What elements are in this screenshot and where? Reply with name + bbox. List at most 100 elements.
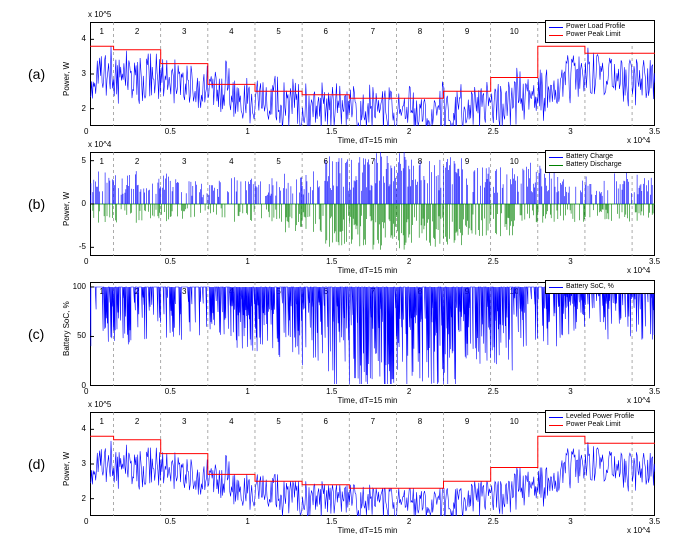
- xtick-a: 0: [84, 127, 88, 136]
- y-exp-d: x 10^5: [88, 400, 111, 409]
- xlabel-c: Time, dT=15 min: [338, 396, 398, 405]
- svg-text:2: 2: [135, 417, 140, 426]
- xtick-a: 3: [568, 127, 572, 136]
- xtick-a: 2.5: [488, 127, 499, 136]
- xtick-b: 2: [407, 257, 411, 266]
- xtick-c: 0: [84, 387, 88, 396]
- xtick-d: 0.5: [165, 517, 176, 526]
- xtick-a: 2: [407, 127, 411, 136]
- xtick-d: 3: [568, 517, 572, 526]
- xtick-b: 2.5: [488, 257, 499, 266]
- ytick-a: 4: [66, 34, 86, 43]
- legend-d: Leveled Power ProfilePower Peak Limit: [545, 410, 655, 433]
- ytick-c: 0: [66, 381, 86, 390]
- ylabel-a: Power, W: [62, 62, 71, 96]
- svg-text:6: 6: [323, 27, 328, 36]
- legend-item: Power Peak Limit: [549, 31, 651, 39]
- xtick-b: 0: [84, 257, 88, 266]
- legend-item: Battery Discharge: [549, 161, 651, 169]
- y-exp-a: x 10^5: [88, 10, 111, 19]
- xtick-c: 0.5: [165, 387, 176, 396]
- svg-text:10: 10: [510, 417, 519, 426]
- legend-text: Power Load Profile: [566, 23, 625, 31]
- legend-text: Battery Charge: [566, 153, 613, 161]
- xtick-d: 2: [407, 517, 411, 526]
- legend-text: Power Peak Limit: [566, 421, 620, 429]
- xtick-a: 1.5: [326, 127, 337, 136]
- ytick-b: 0: [66, 199, 86, 208]
- xtick-d: 3.5: [649, 517, 660, 526]
- svg-text:3: 3: [182, 417, 187, 426]
- legend-swatch: [549, 27, 563, 28]
- xtick-c: 1.5: [326, 387, 337, 396]
- legend-item: Leveled Power Profile: [549, 413, 651, 421]
- xtick-b: 1: [245, 257, 249, 266]
- svg-text:4: 4: [229, 417, 234, 426]
- x-exp-b: x 10^4: [627, 266, 650, 275]
- legend-a: Power Load ProfilePower Peak Limit: [545, 20, 655, 43]
- ytick-b: -5: [66, 242, 86, 251]
- svg-text:7: 7: [371, 27, 376, 36]
- legend-swatch: [549, 165, 563, 166]
- legend-swatch: [549, 35, 563, 36]
- legend-text: Power Peak Limit: [566, 31, 620, 39]
- panel-label-b: (b): [28, 196, 45, 212]
- legend-b: Battery ChargeBattery Discharge: [545, 150, 655, 173]
- xtick-a: 1: [245, 127, 249, 136]
- xtick-b: 0.5: [165, 257, 176, 266]
- svg-text:8: 8: [418, 417, 423, 426]
- svg-text:4: 4: [229, 157, 234, 166]
- xtick-d: 2.5: [488, 517, 499, 526]
- ylabel-b: Power, W: [62, 192, 71, 226]
- svg-text:3: 3: [182, 27, 187, 36]
- legend-text: Battery SoC, %: [566, 283, 614, 291]
- svg-text:8: 8: [418, 27, 423, 36]
- svg-text:10: 10: [510, 27, 519, 36]
- xtick-d: 1.5: [326, 517, 337, 526]
- svg-text:9: 9: [465, 157, 470, 166]
- legend-swatch: [549, 157, 563, 158]
- x-exp-a: x 10^4: [627, 136, 650, 145]
- svg-text:7: 7: [371, 417, 376, 426]
- legend-swatch: [549, 287, 563, 288]
- panel-label-a: (a): [28, 66, 45, 82]
- svg-text:2: 2: [135, 27, 140, 36]
- xtick-d: 0: [84, 517, 88, 526]
- ytick-a: 2: [66, 104, 86, 113]
- xlabel-d: Time, dT=15 min: [338, 526, 398, 535]
- svg-text:5: 5: [276, 27, 281, 36]
- xtick-a: 0.5: [165, 127, 176, 136]
- xtick-b: 3: [568, 257, 572, 266]
- svg-text:1: 1: [100, 157, 105, 166]
- panel-label-c: (c): [28, 326, 44, 342]
- svg-text:1: 1: [100, 27, 105, 36]
- svg-text:5: 5: [276, 157, 281, 166]
- plot-c: 123456789101112: [90, 282, 655, 386]
- xtick-a: 3.5: [649, 127, 660, 136]
- ytick-d: 3: [66, 459, 86, 468]
- svg-text:10: 10: [510, 157, 519, 166]
- legend-text: Battery Discharge: [566, 161, 622, 169]
- xtick-c: 2.5: [488, 387, 499, 396]
- x-exp-d: x 10^4: [627, 526, 650, 535]
- xlabel-b: Time, dT=15 min: [338, 266, 398, 275]
- svg-text:2: 2: [135, 157, 140, 166]
- svg-text:9: 9: [465, 417, 470, 426]
- ytick-c: 50: [66, 331, 86, 340]
- ylabel-c: Battery SoC, %: [62, 301, 71, 356]
- svg-text:1: 1: [100, 417, 105, 426]
- ytick-d: 4: [66, 424, 86, 433]
- y-exp-b: x 10^4: [88, 140, 111, 149]
- ytick-a: 3: [66, 69, 86, 78]
- x-exp-c: x 10^4: [627, 396, 650, 405]
- legend-item: Battery Charge: [549, 153, 651, 161]
- xlabel-a: Time, dT=15 min: [338, 136, 398, 145]
- xtick-c: 3.5: [649, 387, 660, 396]
- xtick-b: 3.5: [649, 257, 660, 266]
- svg-text:6: 6: [323, 417, 328, 426]
- svg-text:4: 4: [229, 27, 234, 36]
- legend-item: Battery SoC, %: [549, 283, 651, 291]
- xtick-b: 1.5: [326, 257, 337, 266]
- legend-c: Battery SoC, %: [545, 280, 655, 294]
- panel-label-d: (d): [28, 456, 45, 472]
